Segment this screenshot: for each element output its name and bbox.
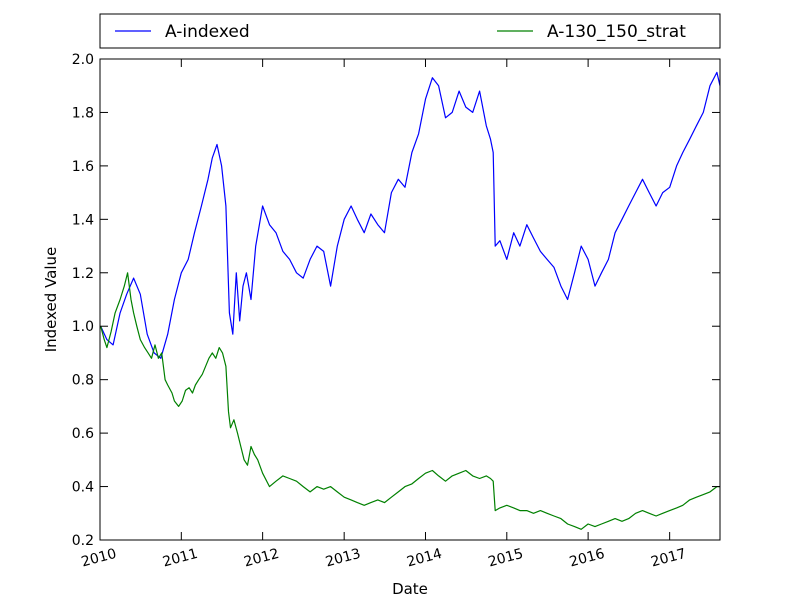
y-tick-label: 0.2 bbox=[72, 533, 94, 549]
x-axis-label: Date bbox=[392, 580, 428, 598]
plot-frame bbox=[99, 58, 721, 541]
x-tick-label: 2012 bbox=[242, 546, 281, 571]
y-tick-label: 1.2 bbox=[72, 266, 94, 282]
y-tick-label: 0.6 bbox=[72, 426, 94, 442]
y-tick-label: 1.0 bbox=[72, 319, 94, 335]
y-tick-label: 1.4 bbox=[72, 212, 94, 228]
x-tick-label: 2010 bbox=[80, 546, 119, 571]
y-tick-label: 1.6 bbox=[72, 159, 94, 175]
y-tick-label: 2.0 bbox=[72, 52, 94, 68]
x-tick-label: 2014 bbox=[405, 546, 444, 571]
x-tick-label: 2016 bbox=[568, 546, 607, 571]
series-line-1 bbox=[100, 272, 720, 530]
x-tick-label: 2017 bbox=[649, 546, 688, 571]
y-axis-label: Indexed Value bbox=[42, 247, 60, 353]
y-tick-label: 1.8 bbox=[72, 105, 94, 121]
x-axis: 2010 2011 2012 2013 2014 2015 2016 2017 bbox=[80, 59, 688, 570]
y-tick-label: 0.8 bbox=[72, 373, 94, 389]
y-tick-label: 0.4 bbox=[72, 480, 94, 496]
legend-box bbox=[99, 13, 721, 49]
x-tick-label: 2013 bbox=[324, 546, 363, 571]
series-layer bbox=[100, 71, 721, 530]
x-tick-label: 2015 bbox=[486, 546, 525, 571]
y-axis: 0.2 0.4 0.6 0.8 1.0 1.2 1.4 1.6 1.8 2.0 bbox=[72, 52, 720, 549]
series-line-0 bbox=[100, 71, 721, 359]
legend-label-1: A-130_150_strat bbox=[547, 22, 686, 42]
x-tick-label: 2011 bbox=[161, 546, 200, 571]
legend-label-0: A-indexed bbox=[165, 22, 250, 42]
legend: A-indexed A-130_150_strat bbox=[99, 13, 721, 49]
